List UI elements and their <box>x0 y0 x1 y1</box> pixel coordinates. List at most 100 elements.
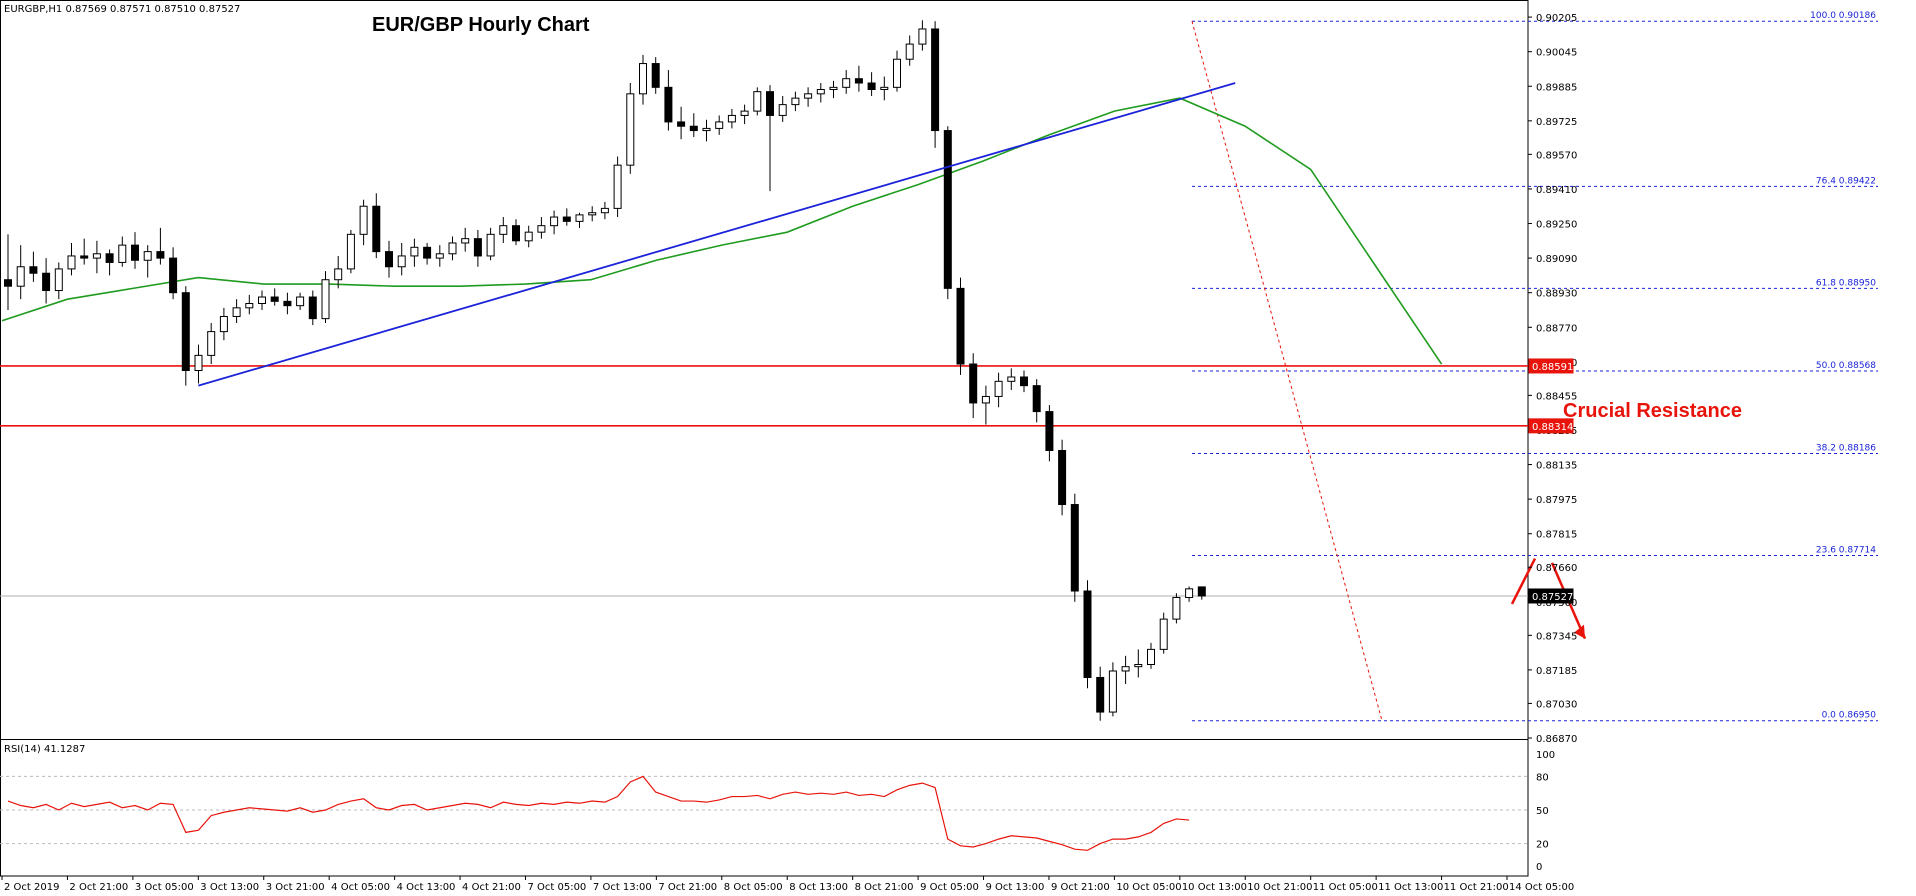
time-tick: 8 Oct 13:00 <box>789 882 848 893</box>
candle <box>562 208 571 226</box>
candle-body <box>588 212 597 216</box>
candle <box>448 236 457 261</box>
candle-body <box>854 78 863 84</box>
candle-body <box>791 97 800 106</box>
candle <box>600 201 609 220</box>
candle <box>169 247 178 300</box>
candle <box>270 288 279 306</box>
candle-body <box>105 253 114 263</box>
candle <box>753 87 762 116</box>
ma-line <box>1 97 1443 365</box>
candle <box>1007 368 1016 390</box>
candle-body <box>385 251 393 268</box>
candle <box>54 262 63 300</box>
time-tick: 8 Oct 05:00 <box>724 882 783 893</box>
candle-body <box>219 315 228 333</box>
candle <box>473 230 482 267</box>
candle-body <box>829 86 838 90</box>
resistance-price-tag-text: 0.88591 <box>1532 362 1573 373</box>
candle <box>131 232 139 269</box>
candle-body <box>766 91 774 116</box>
candle-body <box>600 207 609 214</box>
candle-body <box>969 363 978 404</box>
candlestick-series <box>4 20 1206 721</box>
candle <box>893 50 901 92</box>
candle <box>931 21 940 148</box>
candle <box>816 83 825 103</box>
candle-body <box>1185 588 1194 598</box>
candle-body <box>4 279 12 287</box>
candle <box>740 104 749 125</box>
candle <box>372 193 381 259</box>
price-tick: 0.89725 <box>1536 117 1577 128</box>
candle <box>626 83 635 174</box>
candle <box>105 249 114 276</box>
candle-body <box>1020 376 1028 387</box>
candle-body <box>54 268 63 292</box>
up-arrow <box>1510 558 1537 605</box>
candle <box>219 307 228 341</box>
candle <box>334 255 343 289</box>
candle <box>943 126 952 300</box>
candle <box>956 277 965 375</box>
candle <box>486 227 495 261</box>
candle-body <box>715 121 724 129</box>
candle <box>1045 405 1054 462</box>
candle-body <box>689 125 698 132</box>
candle <box>67 242 76 276</box>
candle <box>156 227 165 265</box>
candle <box>423 242 432 265</box>
candle <box>664 70 673 131</box>
candle-body <box>905 43 914 60</box>
trendlines[interactable] <box>0 18 1236 387</box>
candle-body <box>80 255 89 259</box>
candle <box>778 95 787 122</box>
time-tick: 7 Oct 05:00 <box>527 882 586 893</box>
candle <box>92 240 101 274</box>
candle <box>143 245 152 278</box>
candle-body <box>550 216 559 227</box>
candle <box>854 65 863 92</box>
candle <box>245 294 254 315</box>
price-tick: 0.89570 <box>1536 150 1577 161</box>
fib-label: 61.8 0.88950 <box>1816 278 1876 288</box>
candle-body <box>562 216 571 222</box>
candle <box>29 251 38 282</box>
price-tick: 0.89090 <box>1536 254 1577 265</box>
resistance-price-tag-text: 0.88314 <box>1532 422 1573 433</box>
candle-body <box>232 307 241 317</box>
candle-body <box>1172 596 1181 620</box>
candle <box>1020 370 1028 393</box>
candle <box>1121 655 1130 684</box>
candle <box>1197 586 1206 600</box>
candle <box>42 258 51 304</box>
price-tick: 0.87345 <box>1536 631 1577 642</box>
candle-body <box>1147 648 1155 666</box>
candle <box>181 286 190 386</box>
time-tick: 3 Oct 05:00 <box>135 882 194 893</box>
price-tick: 0.87975 <box>1536 495 1577 506</box>
candle <box>969 353 978 419</box>
axes: 0.90205 0.90045 0.89885 0.89725 0.89570 0.894… <box>1 13 1577 893</box>
candle <box>1185 586 1194 602</box>
candle-body <box>423 246 432 259</box>
price-tick: 0.90205 <box>1536 13 1577 24</box>
rsi-tick: 0 <box>1536 862 1542 873</box>
candle <box>1070 493 1079 602</box>
candle <box>994 372 1003 408</box>
candle-body <box>283 300 292 307</box>
time-tick: 7 Oct 21:00 <box>658 882 717 893</box>
candle <box>359 199 368 246</box>
candle-body <box>981 395 990 404</box>
candle <box>550 210 559 235</box>
rsi-panel <box>0 775 1528 851</box>
candle-body <box>512 225 520 242</box>
time-tick: 8 Oct 21:00 <box>855 882 914 893</box>
price-tick: 0.87185 <box>1536 666 1577 677</box>
candle <box>981 385 990 425</box>
candle-body <box>702 127 711 132</box>
time-tick: 9 Oct 21:00 <box>1051 882 1110 893</box>
candle-body <box>1134 664 1143 668</box>
candle-body <box>169 257 178 294</box>
